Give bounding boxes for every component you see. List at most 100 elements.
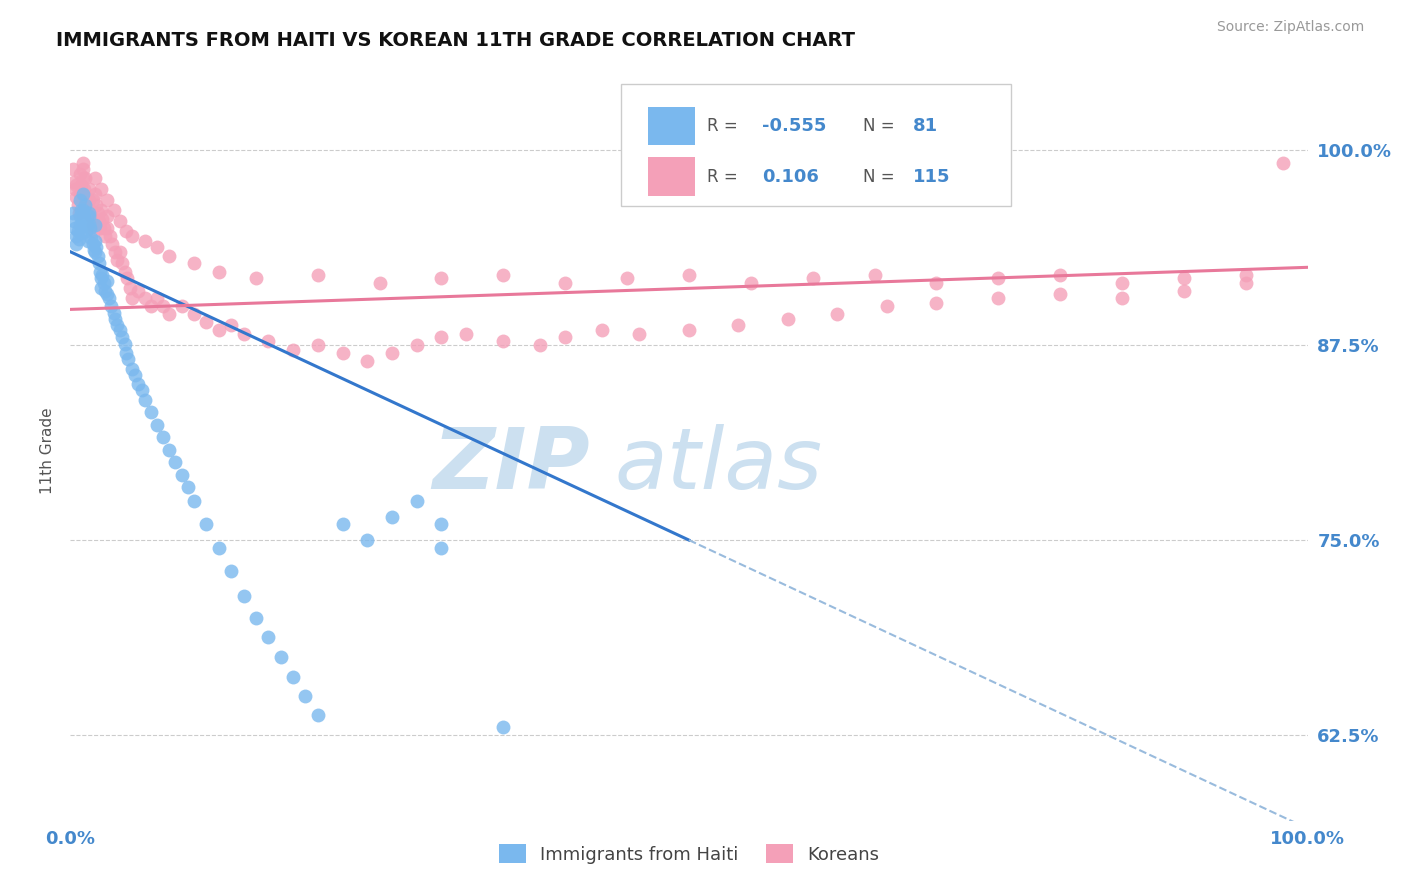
Point (121, 361, 143, 376)
Point (1234, 268, 1257, 282)
Point (93, 276, 115, 290)
Point (307, 268, 329, 282)
Point (492, 268, 515, 282)
Point (69, 167, 91, 181)
Point (430, 541, 453, 555)
Bar (648, 107, 695, 145)
Point (257, 630, 280, 644)
Point (134, 292, 156, 306)
Point (77, 217, 100, 231)
Point (90, 182, 112, 196)
Point (91, 268, 114, 282)
Point (96, 274, 118, 288)
Point (257, 334, 280, 348)
Point (139, 299, 162, 313)
Point (678, 268, 700, 282)
Point (84, 171, 107, 186)
Point (114, 265, 136, 279)
Point (117, 352, 139, 367)
Point (554, 330, 576, 344)
Text: N =: N = (863, 117, 900, 136)
Point (131, 384, 153, 398)
Point (628, 327, 651, 342)
Point (139, 405, 162, 419)
Point (108, 323, 131, 337)
Point (124, 368, 146, 382)
Point (115, 271, 138, 285)
Point (65, 182, 87, 196)
Point (1271, 156, 1294, 170)
Point (82, 219, 104, 233)
Point (75, 171, 97, 186)
Text: 81: 81 (912, 117, 938, 136)
Point (1049, 286, 1071, 301)
Point (208, 541, 231, 555)
Point (863, 268, 886, 282)
Point (103, 202, 125, 217)
Point (66, 198, 89, 212)
Point (356, 533, 378, 547)
Point (72, 187, 94, 202)
Point (72, 156, 94, 170)
Point (170, 299, 193, 313)
Point (368, 276, 391, 290)
Point (104, 311, 127, 326)
Point (65, 236, 87, 251)
Point (1049, 268, 1071, 282)
Text: N =: N = (863, 168, 900, 186)
Point (195, 517, 218, 532)
Point (77, 209, 100, 223)
Point (108, 244, 131, 259)
Point (232, 327, 254, 342)
Point (96, 286, 118, 301)
Point (75, 219, 97, 233)
Point (84, 198, 107, 212)
Point (134, 234, 156, 248)
Point (232, 589, 254, 603)
Point (80, 209, 103, 223)
Point (152, 430, 174, 444)
Point (62, 206, 84, 220)
Point (105, 252, 128, 267)
Point (97, 292, 120, 306)
Point (115, 224, 138, 238)
Point (134, 392, 156, 407)
Point (1234, 276, 1257, 290)
Point (82, 236, 104, 251)
Point (925, 296, 948, 310)
Point (94, 229, 117, 244)
Point (90, 271, 112, 285)
Point (104, 244, 127, 259)
Point (96, 209, 118, 223)
Point (62, 162, 84, 177)
Point (177, 480, 200, 494)
Point (183, 307, 205, 321)
Point (127, 284, 149, 298)
Point (727, 318, 749, 332)
Text: 0.106: 0.106 (762, 168, 818, 186)
Point (65, 221, 87, 235)
Point (405, 494, 427, 508)
Point (82, 194, 104, 208)
Point (69, 187, 91, 202)
Point (1173, 284, 1195, 298)
Point (152, 299, 174, 313)
Text: atlas: atlas (614, 424, 823, 507)
Point (108, 213, 131, 227)
Point (100, 299, 122, 313)
Point (101, 236, 124, 251)
Point (80, 230, 103, 244)
Point (84, 244, 107, 259)
Point (492, 334, 515, 348)
Point (281, 343, 304, 357)
Point (72, 202, 94, 217)
Point (79, 202, 101, 217)
Point (75, 190, 97, 204)
Point (70, 178, 93, 192)
Point (740, 276, 762, 290)
Point (616, 271, 638, 285)
Y-axis label: 11th Grade: 11th Grade (39, 407, 55, 494)
Point (111, 255, 134, 269)
Point (65, 190, 87, 204)
Point (111, 330, 134, 344)
